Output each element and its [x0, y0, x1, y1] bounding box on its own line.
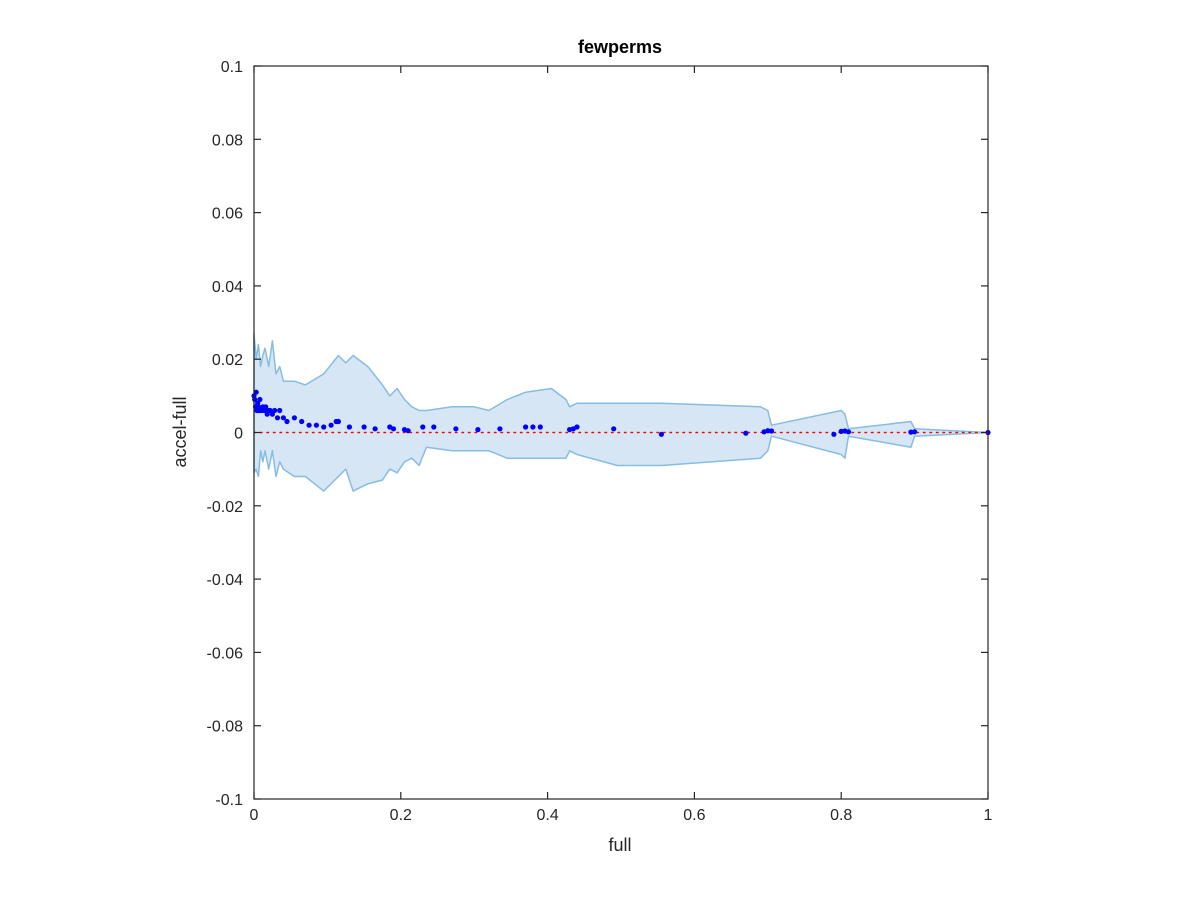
x-tick-label: 0 [250, 807, 259, 824]
data-point [313, 422, 319, 428]
y-tick-label: 0.04 [212, 279, 243, 296]
data-point [431, 424, 437, 430]
y-tick-label: -0.1 [215, 792, 243, 809]
data-point [405, 428, 411, 434]
data-point [277, 407, 283, 414]
data-point [321, 424, 327, 430]
data-point [274, 415, 281, 421]
y-tick-label: 0.06 [212, 206, 243, 223]
data-point [280, 415, 286, 421]
data-point [346, 424, 352, 430]
y-tick-label: -0.04 [207, 572, 244, 589]
data-point [523, 424, 529, 430]
y-tick-label: -0.02 [207, 499, 244, 516]
data-point [574, 424, 580, 430]
data-point [420, 424, 426, 430]
data-point [611, 426, 617, 432]
data-points-layer [251, 389, 991, 437]
confidence-band-layer [253, 332, 989, 492]
data-point [537, 424, 543, 430]
data-point [658, 431, 665, 437]
x-axis-label: full [608, 835, 631, 855]
data-point [372, 426, 378, 432]
data-point [453, 426, 459, 432]
data-point [831, 431, 837, 437]
data-point [284, 418, 290, 425]
y-tick-label: -0.08 [207, 719, 244, 736]
data-point [328, 422, 334, 428]
y-tick-label: -0.06 [207, 645, 244, 662]
chart-title: fewperms [578, 37, 662, 57]
x-tick-label: 0.6 [683, 807, 705, 824]
data-point [253, 389, 259, 395]
data-point [291, 415, 297, 421]
data-point [768, 428, 775, 434]
y-tick-label: 0.08 [212, 132, 243, 149]
y-tick-label: 0 [234, 426, 243, 443]
data-point [263, 404, 269, 410]
x-tick-label: 0.4 [536, 807, 558, 824]
data-point [475, 427, 481, 433]
confidence-band [253, 332, 989, 492]
data-point [845, 429, 852, 435]
data-point [335, 418, 341, 425]
x-tick-label: 0.8 [830, 807, 852, 824]
data-point [272, 407, 278, 414]
x-tick-label: 0.2 [390, 807, 412, 824]
data-point [299, 418, 305, 425]
y-tick-label: 0.02 [212, 352, 243, 369]
y-tick-label: 0.1 [221, 59, 243, 76]
data-point [257, 396, 263, 403]
data-point [530, 424, 536, 430]
data-point [361, 424, 367, 430]
y-axis-label: accel-full [170, 396, 190, 467]
axes-layer: 0 0.2 0.4 0.6 0.8 1 -0.1 -0.08 -0.06 -0.04 -0.02 0 0… [207, 59, 993, 824]
data-point [912, 429, 918, 435]
data-point [743, 430, 749, 436]
data-point [306, 422, 312, 428]
x-tick-label: 1 [984, 807, 993, 824]
data-point [497, 426, 503, 432]
data-point [390, 426, 397, 432]
data-point [267, 407, 273, 414]
